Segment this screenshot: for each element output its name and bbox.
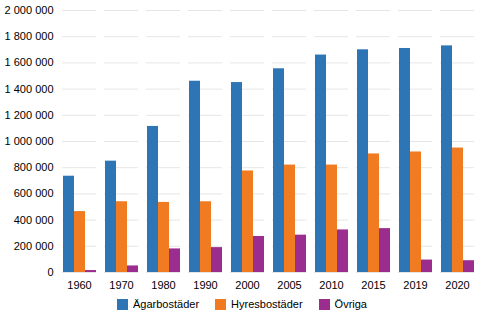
svg-text:1 800 000: 1 800 000 <box>5 30 54 42</box>
svg-text:1970: 1970 <box>109 279 133 291</box>
svg-text:800 000: 800 000 <box>14 161 54 173</box>
html-text:Ägarbostäder: Ägarbostäder <box>133 298 199 310</box>
svg-text:2000: 2000 <box>235 279 259 291</box>
svg-text:2015: 2015 <box>361 279 385 291</box>
svg-text:2019: 2019 <box>403 279 427 291</box>
svg-text:200 000: 200 000 <box>14 240 54 252</box>
svg-text:1 400 000: 1 400 000 <box>5 83 54 95</box>
svg-text:400 000: 400 000 <box>14 214 54 226</box>
svg-text:1980: 1980 <box>151 279 175 291</box>
svg-text:1 000 000: 1 000 000 <box>5 135 54 147</box>
svg-text:600 000: 600 000 <box>14 187 54 199</box>
svg-text:1960: 1960 <box>67 279 91 291</box>
html-text:Hyresbostäder: Hyresbostäder <box>231 298 303 310</box>
svg-text:1990: 1990 <box>193 279 217 291</box>
svg-text:2010: 2010 <box>319 279 343 291</box>
svg-text:2020: 2020 <box>445 279 469 291</box>
svg-text:2005: 2005 <box>277 279 301 291</box>
html-text:Övriga: Övriga <box>334 298 367 310</box>
svg-text:1 600 000: 1 600 000 <box>5 56 54 68</box>
svg-text:1 200 000: 1 200 000 <box>5 109 54 121</box>
svg-text:0: 0 <box>47 266 53 278</box>
svg-text:2 000 000: 2 000 000 <box>5 4 54 16</box>
